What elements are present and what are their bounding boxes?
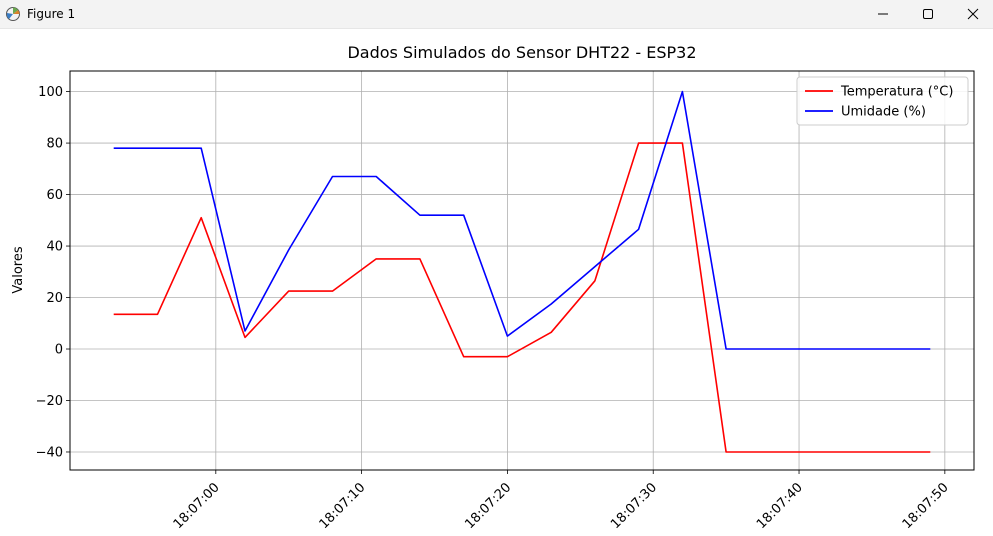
- y-axis-ticks: −40 −20 0 20 40 60 80 100: [36, 85, 70, 460]
- y-tick-label: −20: [36, 394, 63, 409]
- x-tick-label: 18:07:30: [608, 480, 660, 532]
- y-tick-label: −40: [36, 445, 63, 460]
- matplotlib-app-icon: [6, 7, 20, 21]
- legend-label: Umidade (%): [841, 105, 926, 120]
- legend-label: Temperatura (°C): [840, 85, 953, 100]
- window-titlebar: Figure 1: [0, 0, 993, 29]
- chart-title: Dados Simulados do Sensor DHT22 - ESP32: [347, 43, 696, 62]
- y-tick-label: 0: [55, 343, 63, 358]
- legend-box: [796, 76, 969, 126]
- maximize-button[interactable]: [905, 0, 951, 28]
- series-lines: [113, 90, 931, 453]
- y-tick-label: 100: [38, 85, 63, 100]
- legend: Temperatura (°C) Umidade (%): [796, 76, 969, 126]
- x-tick-label: 18:07:10: [317, 480, 369, 532]
- x-tick-label: 18:07:40: [754, 480, 806, 532]
- y-tick-label: 40: [46, 240, 63, 255]
- y-tick-label: 80: [46, 137, 63, 152]
- window-title: Figure 1: [27, 7, 76, 21]
- grid: [70, 71, 974, 470]
- maximize-icon: [923, 9, 933, 19]
- temperature-series-line: [113, 142, 931, 453]
- minimize-button[interactable]: [860, 0, 906, 28]
- close-button[interactable]: [950, 0, 993, 28]
- x-axis-ticks: 18:07:00 18:07:10 18:07:20 18:07:30 18:07:40…: [171, 470, 952, 532]
- close-icon: [967, 8, 979, 20]
- x-tick-label: 18:07:00: [171, 480, 223, 532]
- y-tick-label: 20: [46, 291, 63, 306]
- x-tick-label: 18:07:50: [900, 480, 952, 532]
- line-chart: Dados Simulados do Sensor DHT22 - ESP32 …: [11, 43, 975, 532]
- minimize-icon: [878, 13, 888, 15]
- y-tick-label: 60: [46, 188, 63, 203]
- humidity-series-line: [113, 90, 931, 350]
- y-axis-label: Valores: [11, 246, 26, 293]
- figure-canvas: Dados Simulados do Sensor DHT22 - ESP32 …: [0, 28, 993, 532]
- axes-frame: [69, 70, 975, 471]
- x-tick-label: 18:07:20: [462, 480, 514, 532]
